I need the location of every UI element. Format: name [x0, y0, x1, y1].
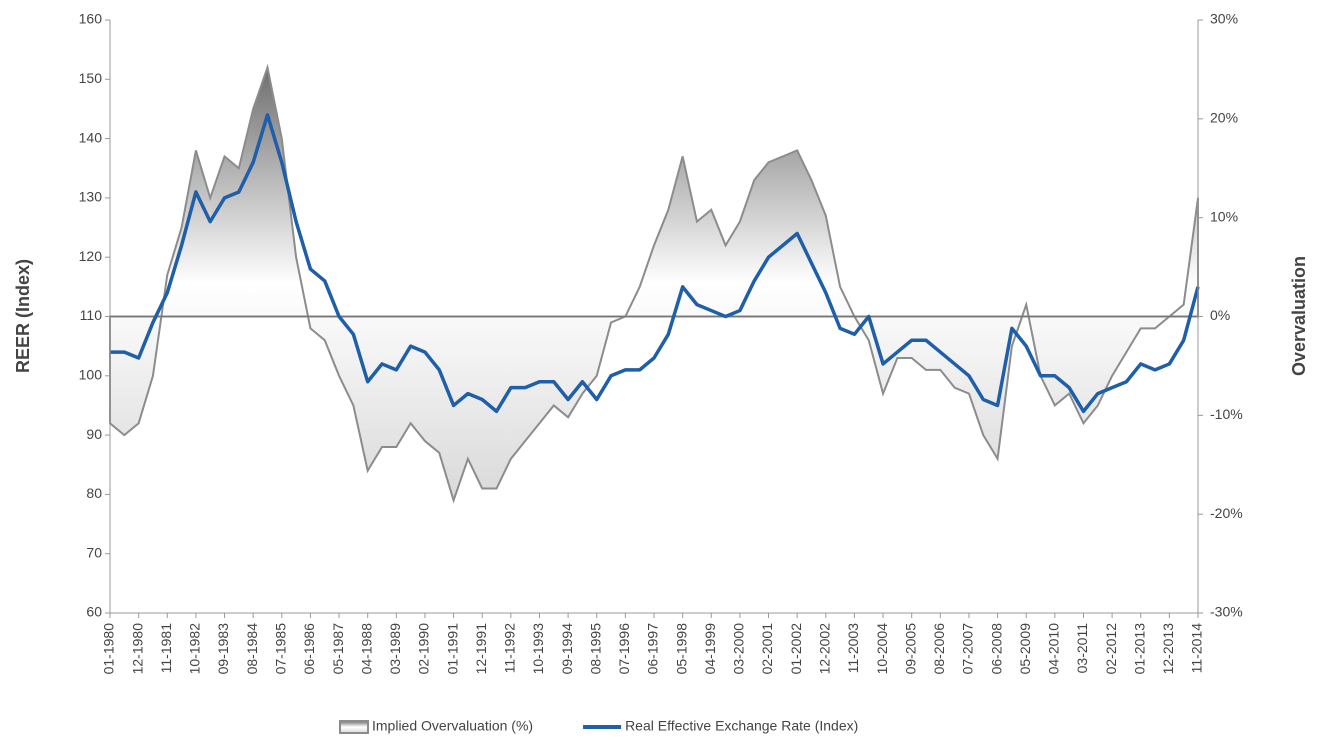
y-tick-label: 80: [86, 485, 102, 501]
x-tick-label: 08-1984: [244, 623, 260, 675]
x-tick-label: 04-1999: [702, 623, 718, 675]
y-tick-label: 110: [80, 307, 103, 323]
x-tick-label: 03-1989: [387, 623, 403, 675]
x-tick-label: 01-1991: [444, 623, 460, 675]
x-tick-label: 08-2006: [931, 623, 947, 675]
x-tick-label: 10-2004: [874, 623, 890, 675]
x-tick-label: 07-1985: [272, 623, 288, 675]
legend-label: Implied Overvaluation (%): [372, 718, 533, 734]
y2-tick-label: -10%: [1210, 406, 1243, 422]
x-tick-label: 12-2002: [816, 623, 832, 675]
x-tick-label: 05-1998: [673, 623, 689, 675]
y-tick-label: 130: [79, 189, 103, 205]
x-tick-label: 09-2005: [902, 623, 918, 675]
x-tick-label: 02-2012: [1103, 623, 1119, 675]
x-tick-label: 01-2013: [1131, 623, 1147, 675]
y2-tick-label: 30%: [1210, 11, 1238, 27]
y2-tick-label: -30%: [1210, 604, 1243, 620]
x-tick-label: 02-2001: [759, 623, 775, 675]
x-tick-label: 09-1994: [559, 623, 575, 675]
y-tick-label: 150: [79, 70, 103, 86]
x-tick-label: 10-1982: [187, 623, 203, 675]
y2-tick-label: 20%: [1210, 110, 1238, 126]
x-tick-label: 07-1996: [616, 623, 632, 675]
x-tick-label: 06-1997: [645, 623, 661, 675]
x-tick-label: 11-2003: [845, 623, 861, 674]
y-tick-label: 90: [86, 426, 102, 442]
y-tick-label: 160: [79, 11, 103, 27]
x-tick-label: 05-1987: [330, 623, 346, 675]
y2-axis-title: Overvaluation: [1289, 256, 1309, 376]
legend-label: Real Effective Exchange Rate (Index): [625, 718, 858, 734]
x-tick-label: 12-1980: [129, 623, 145, 675]
x-tick-label: 03-2011: [1074, 623, 1090, 674]
x-tick-label: 05-2009: [1017, 623, 1033, 675]
x-tick-label: 03-2000: [731, 623, 747, 675]
x-tick-label: 12-1991: [473, 623, 489, 675]
x-tick-label: 04-2010: [1046, 623, 1062, 675]
y-tick-label: 140: [79, 129, 103, 145]
x-tick-label: 04-1988: [358, 623, 374, 675]
x-tick-label: 07-2007: [960, 623, 976, 675]
y-tick-label: 70: [86, 544, 102, 560]
y2-tick-label: 0%: [1210, 307, 1230, 323]
x-tick-label: 12-2013: [1160, 623, 1176, 675]
x-tick-label: 02-1990: [416, 623, 432, 675]
x-tick-label: 11-2014: [1189, 623, 1205, 674]
legend-swatch: [339, 720, 369, 734]
x-tick-label: 06-2008: [988, 623, 1004, 675]
x-tick-label: 09-1983: [215, 623, 231, 675]
x-tick-label: 01-1980: [101, 623, 117, 675]
x-tick-label: 11-1992: [502, 623, 518, 674]
x-tick-label: 01-2002: [788, 623, 804, 675]
y-tick-label: 100: [79, 367, 103, 383]
line: [110, 113, 1200, 414]
y2-tick-label: 10%: [1210, 208, 1238, 224]
x-tick-label: 06-1986: [301, 623, 317, 675]
x-tick-label: 08-1995: [587, 623, 603, 675]
area: [109, 63, 1199, 504]
y-tick-label: 120: [79, 248, 103, 264]
y-axis-title: REER (Index): [13, 259, 33, 373]
y-tick-label: 60: [86, 604, 102, 620]
y2-tick-label: -20%: [1210, 505, 1243, 521]
x-tick-label: 10-1993: [530, 623, 546, 675]
x-tick-label: 11-1981: [158, 623, 174, 674]
